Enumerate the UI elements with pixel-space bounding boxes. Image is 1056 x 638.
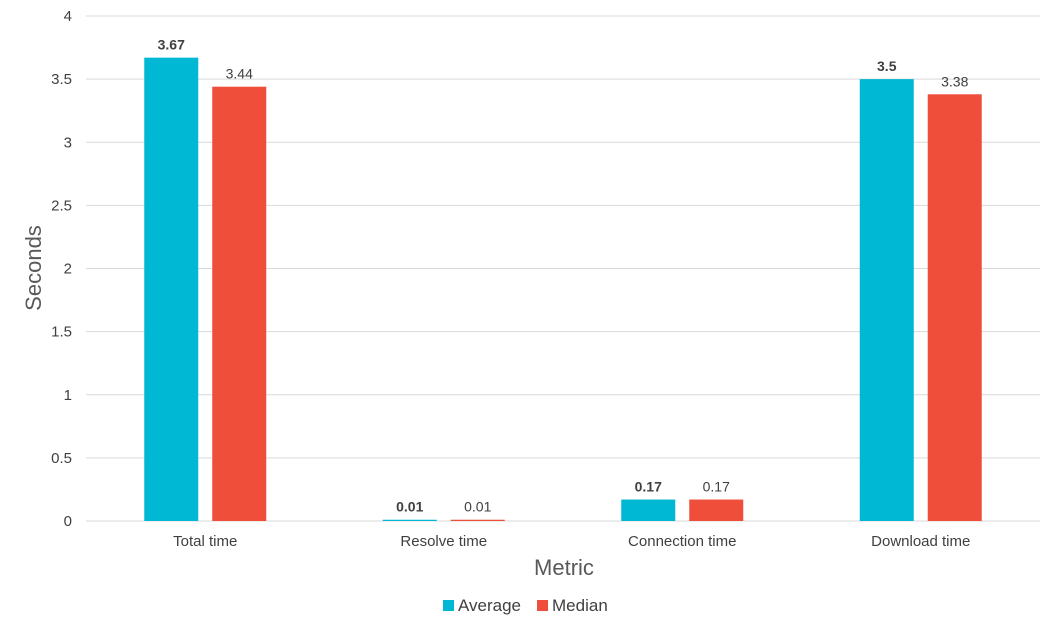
bar-median-1	[450, 519, 505, 521]
y-tick-label: 4	[64, 8, 72, 25]
data-label-median-0: 3.44	[226, 66, 253, 82]
x-axis-categories: Total time Resolve time Connection time Dow…	[173, 533, 970, 550]
data-label-average-0: 3.67	[158, 37, 185, 53]
y-tick-label: 1.5	[51, 324, 72, 341]
y-tick-label: 2	[64, 261, 72, 278]
legend: Average Median	[443, 596, 608, 615]
data-label-average-3: 3.5	[877, 58, 897, 74]
y-tick-label: 0.5	[51, 450, 72, 467]
legend-swatch-average	[443, 600, 454, 611]
category-label: Resolve time	[400, 533, 487, 550]
bar-average-1	[382, 519, 437, 521]
y-tick-label: 3	[64, 134, 72, 151]
bar-average-0	[144, 57, 199, 521]
y-axis-title: Seconds	[21, 225, 46, 311]
bar-average-3	[859, 79, 914, 521]
legend-label-average: Average	[458, 596, 521, 615]
data-label-average-1: 0.01	[396, 499, 423, 515]
bar-median-0	[212, 86, 267, 521]
data-label-median-1: 0.01	[464, 499, 491, 515]
bar-average-2	[621, 499, 676, 521]
data-label-average-2: 0.17	[635, 479, 662, 495]
bars	[144, 57, 982, 522]
category-label: Connection time	[628, 533, 736, 550]
data-label-median-2: 0.17	[703, 479, 730, 495]
y-axis-ticks: 0 0.5 1 1.5 2 2.5 3 3.5 4	[51, 8, 72, 530]
legend-swatch-median	[537, 600, 549, 611]
legend-label-median: Median	[552, 596, 608, 615]
data-label-median-3: 3.38	[941, 73, 968, 89]
y-tick-label: 3.5	[51, 71, 72, 88]
bar-median-3	[927, 94, 982, 522]
bar-median-2	[689, 499, 744, 521]
y-tick-label: 0	[64, 513, 72, 530]
category-label: Total time	[173, 533, 237, 550]
y-tick-label: 1	[64, 387, 72, 404]
data-labels: 3.67 3.44 0.01 0.01 0.17 0.17 3.5 3.38	[158, 37, 969, 515]
y-tick-label: 2.5	[51, 197, 72, 214]
x-axis-title: Metric	[534, 555, 594, 580]
category-label: Download time	[871, 533, 970, 550]
